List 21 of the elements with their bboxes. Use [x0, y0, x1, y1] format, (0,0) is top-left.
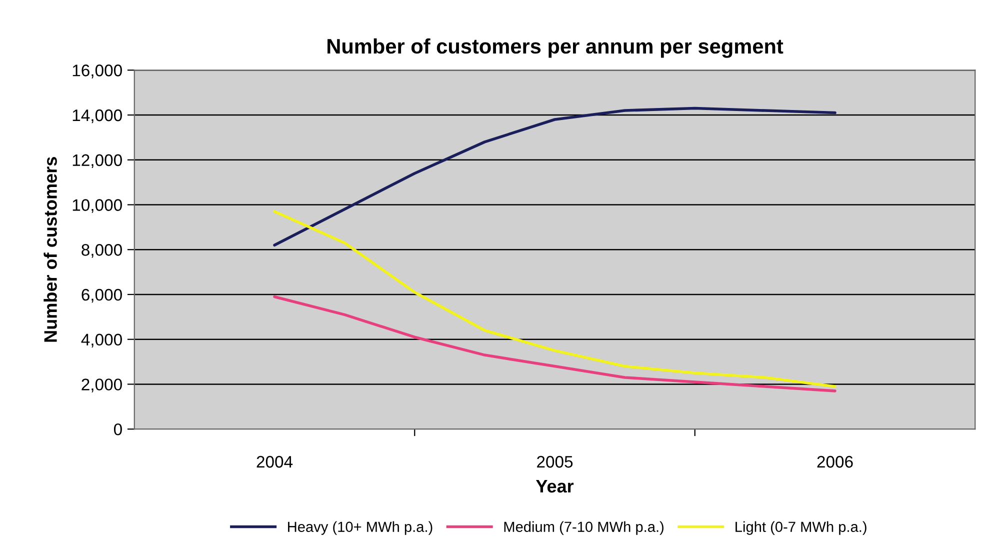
x-tick-label: 2004	[256, 456, 293, 468]
line-series	[273, 106, 836, 247]
chart-title: Number of customers per annum per segment	[328, 38, 784, 58]
line-series	[273, 295, 836, 392]
y-tick-label: 16,000	[72, 64, 122, 78]
y-tick-label: 14,000	[72, 109, 122, 124]
y-tick-label: 8,000	[82, 244, 122, 258]
y-tick-label: 0	[114, 423, 122, 436]
y-tick-label: 10,000	[72, 199, 122, 213]
y-tick-label: 4,000	[81, 334, 122, 348]
legend-label: Medium (7-10 MWh p.a.)	[504, 521, 664, 535]
y-tick-label: 12,000	[72, 154, 122, 168]
x-tick-label: 2005	[537, 456, 573, 468]
y-tick-label: 6,000	[82, 288, 122, 303]
legend-label: Heavy (10+ MWh p.a.)	[288, 521, 432, 535]
legend-label: Light (0-7 MWh p.a.)	[736, 521, 866, 535]
x-tick-label: 2006	[817, 456, 853, 468]
line-series	[273, 210, 836, 388]
y-tick-label: 2,000	[82, 378, 122, 392]
y-axis-title: Number of customers	[44, 157, 57, 342]
x-axis-title: Year	[536, 480, 574, 493]
